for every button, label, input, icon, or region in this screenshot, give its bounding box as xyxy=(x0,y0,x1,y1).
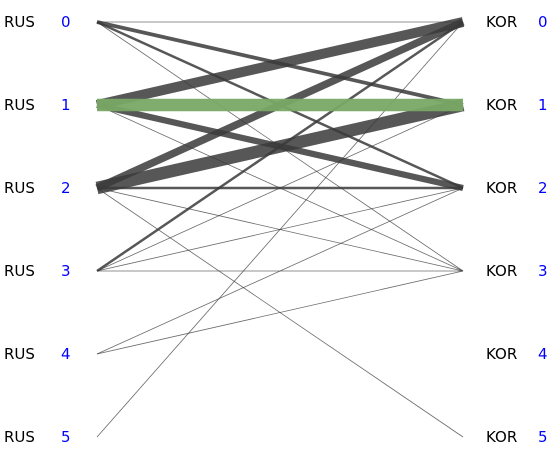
left-team-label-4: RUS xyxy=(4,345,35,363)
left-node-index-3: 3 xyxy=(61,262,71,280)
right-team-label-3: KOR xyxy=(486,262,517,280)
edge-rus3-kor0 xyxy=(96,20,464,273)
edge-rus3-kor1 xyxy=(96,104,464,272)
right-team-label-2: KOR xyxy=(486,179,517,197)
right-team-label-0: KOR xyxy=(486,13,517,31)
edge-rus4-kor2 xyxy=(96,187,464,355)
left-node-index-1: 1 xyxy=(61,96,71,114)
right-node-index-4: 4 xyxy=(538,345,548,363)
right-team-label-4: KOR xyxy=(486,345,517,363)
left-node-index-0: 0 xyxy=(61,13,71,31)
right-team-label-5: KOR xyxy=(486,428,517,446)
edge-rus4-kor3 xyxy=(96,270,464,355)
left-node-index-5: 5 xyxy=(61,428,71,446)
right-team-label-1: KOR xyxy=(486,96,517,114)
right-node-index-3: 3 xyxy=(538,262,548,280)
left-node-index-2: 2 xyxy=(61,179,71,197)
edge-rus5-kor0 xyxy=(96,21,464,438)
left-team-label-2: RUS xyxy=(4,179,35,197)
left-node-index-4: 4 xyxy=(61,345,71,363)
right-node-index-2: 2 xyxy=(538,179,548,197)
edge-layer xyxy=(95,17,465,438)
left-team-label-0: RUS xyxy=(4,13,35,31)
edge-rus1-kor0 xyxy=(95,17,465,110)
right-node-index-1: 1 xyxy=(538,96,548,114)
node-label-layer: RUS 0 RUS 1 RUS 2 RUS 3 RUS 4 RUS 5 KOR 0 KOR 1 KOR 2 KOR 3… xyxy=(4,13,548,446)
right-node-index-5: 5 xyxy=(538,428,548,446)
right-node-index-0: 0 xyxy=(538,13,548,31)
left-team-label-3: RUS xyxy=(4,262,35,280)
left-team-label-1: RUS xyxy=(4,96,35,114)
left-team-label-5: RUS xyxy=(4,428,35,446)
